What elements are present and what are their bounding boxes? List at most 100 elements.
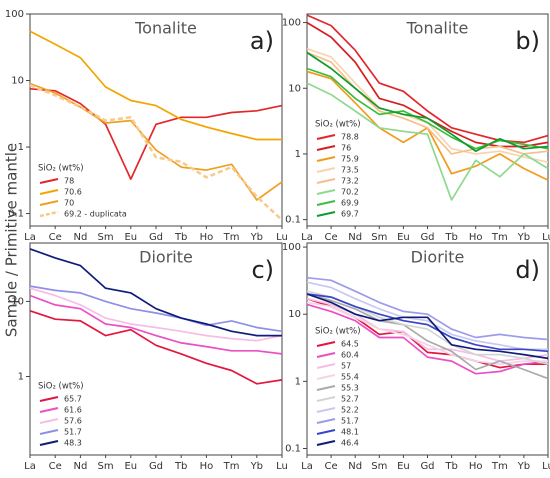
legend-swatch <box>316 374 336 380</box>
x-tick-label: Nd <box>73 461 87 472</box>
x-tick-label: Tm <box>491 232 508 243</box>
series-line <box>306 293 549 360</box>
legend-label: 52.7 <box>341 395 359 404</box>
legend-swatch <box>39 429 59 435</box>
y-tick-label: 10 <box>288 83 301 94</box>
y-tick-label: 0.1 <box>285 215 301 226</box>
legend-title: SiO₂ (wt%) <box>38 382 84 392</box>
y-tick-label: 0.1 <box>8 209 24 220</box>
x-tick-label: Ce <box>49 232 62 243</box>
y-tick-label: 1 <box>18 142 24 153</box>
legend-label: 76 <box>341 144 351 153</box>
legend-swatch <box>39 200 59 206</box>
legend-label: 55.4 <box>341 373 359 382</box>
series-line <box>29 30 282 141</box>
legend-swatch <box>39 189 59 195</box>
x-tick-label: Tm <box>223 461 240 472</box>
y-tick-label: 100 <box>282 18 301 29</box>
legend-label: 69.2 - duplicata <box>64 210 127 219</box>
y-tick-label: 100 <box>282 242 301 253</box>
series-line <box>306 303 549 375</box>
legend-label: 48.3 <box>64 439 82 448</box>
x-tick-label: Tb <box>444 232 457 243</box>
panel-title: Diorite <box>411 248 465 267</box>
x-tick-label: La <box>301 461 313 472</box>
x-tick-label: Gd <box>420 461 434 472</box>
series-line <box>29 287 283 342</box>
series-line <box>306 293 549 353</box>
series-line <box>306 82 549 201</box>
legend-label: 51.7 <box>341 417 359 426</box>
legend-swatch <box>316 396 336 402</box>
legend-label: 65.7 <box>64 395 82 404</box>
legend-label: 60.4 <box>341 351 359 360</box>
x-tick-label: Sm <box>98 461 114 472</box>
y-tick-label: 0.1 <box>285 443 301 454</box>
series-line <box>29 309 283 385</box>
legend-swatch <box>316 429 336 435</box>
x-tick-label: Tb <box>174 232 187 243</box>
legend-title: SiO₂ (wt%) <box>315 120 361 130</box>
legend-swatch <box>39 210 59 218</box>
legend-label: 52.2 <box>341 406 359 415</box>
x-tick-label: Eu <box>124 461 137 472</box>
x-tick-label: Ho <box>200 232 214 243</box>
y-tick-label: 10 <box>11 76 24 87</box>
x-tick-label: Nd <box>348 232 362 243</box>
x-tick-label: Ce <box>325 232 338 243</box>
legend-title: SiO₂ (wt%) <box>38 164 84 174</box>
legend-label: 57.6 <box>64 417 82 426</box>
x-tick-label: Eu <box>397 232 410 243</box>
legend-swatch <box>316 167 336 173</box>
legend-label: 70.6 <box>64 188 82 197</box>
legend-swatch <box>39 440 59 446</box>
legend-label: 69.7 <box>341 210 359 219</box>
x-tick-label: Lu <box>276 461 288 472</box>
legend-label: 57 <box>341 362 351 371</box>
series-line <box>29 294 283 355</box>
series-line <box>306 293 549 380</box>
x-tick-label: Sm <box>371 232 387 243</box>
y-tick-label: 100 <box>5 9 24 20</box>
legend-label: 55.3 <box>341 384 359 393</box>
legend-swatch <box>316 200 336 206</box>
legend-swatch <box>316 363 336 369</box>
y-tick-label: 10 <box>288 309 301 320</box>
x-tick-label: Gd <box>420 232 434 243</box>
x-tick-label: Lu <box>542 232 550 243</box>
series-line <box>306 51 549 153</box>
x-tick-label: Gd <box>149 461 163 472</box>
legend-swatch <box>316 407 336 413</box>
legend-label: 69.9 <box>341 199 359 208</box>
x-tick-label: Sm <box>98 232 114 243</box>
panel-label: a) <box>250 27 274 55</box>
x-tick-label: Nd <box>73 232 87 243</box>
series-line <box>29 84 283 221</box>
legend-label: 78.8 <box>341 133 359 142</box>
x-tick-label: Ho <box>469 232 483 243</box>
x-tick-label: Tb <box>444 461 457 472</box>
legend-swatch <box>39 407 59 413</box>
legend-swatch <box>316 418 336 424</box>
legend-label: 75.9 <box>341 155 359 164</box>
legend-swatch <box>316 341 336 347</box>
x-tick-label: La <box>301 232 313 243</box>
x-tick-label: La <box>24 232 36 243</box>
x-tick-label: Lu <box>276 232 288 243</box>
legend-swatch <box>316 145 336 151</box>
legend-label: 78 <box>64 177 74 186</box>
panel-label: c) <box>251 256 274 284</box>
panel-title: Tonalite <box>134 19 197 38</box>
y-tick-label: 1 <box>295 149 301 160</box>
y-tick-label: 1 <box>295 376 301 387</box>
legend-title: SiO₂ (wt%) <box>315 327 361 337</box>
legend-label: 73.2 <box>341 177 359 186</box>
x-tick-label: Gd <box>149 232 163 243</box>
series-line <box>29 87 283 180</box>
legend-label: 48.1 <box>341 428 359 437</box>
legend-label: 73.5 <box>341 166 359 175</box>
x-tick-label: Tb <box>174 461 187 472</box>
legend-swatch <box>39 418 59 424</box>
legend-swatch <box>316 156 336 162</box>
